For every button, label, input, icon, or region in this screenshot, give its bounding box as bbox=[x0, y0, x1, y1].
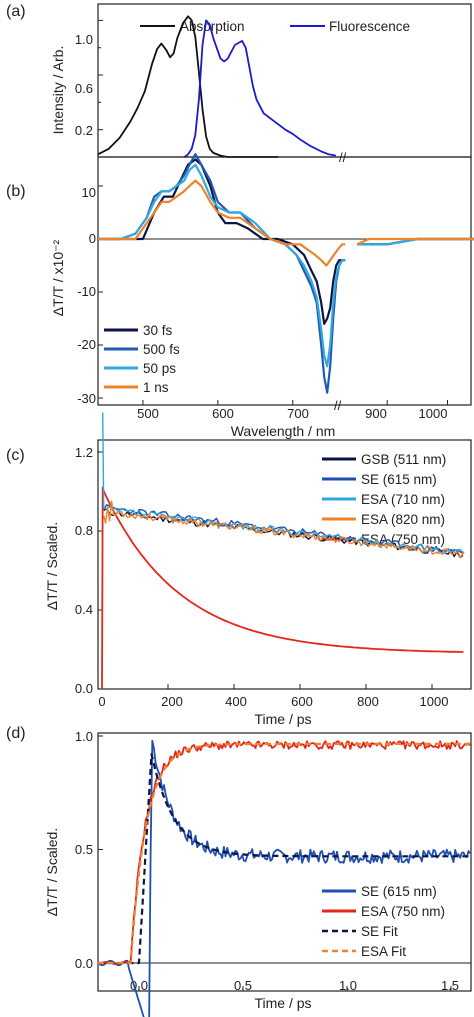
ytick-c-1: 1.2 bbox=[75, 445, 93, 460]
ytick-d-3: 0.0 bbox=[75, 956, 93, 971]
axes-frame-c bbox=[97, 439, 472, 690]
xtick-b-1000: 1000 bbox=[419, 406, 448, 421]
legend-label-esa820: ESA (820 nm) bbox=[361, 512, 445, 527]
legend-label-500fs: 500 fs bbox=[143, 342, 180, 357]
panel-b: (b) ΔT/T / x10⁻² 10 0 -10 -20 -30 500 60… bbox=[6, 153, 474, 439]
legend-label-se-fit: SE Fit bbox=[361, 924, 398, 939]
ytick-c-2: 0.8 bbox=[75, 523, 93, 538]
xtick-d-10: 1.0 bbox=[339, 978, 357, 993]
ytick-b-3: -10 bbox=[77, 284, 96, 299]
xtick-c-800: 800 bbox=[357, 694, 379, 709]
xtick-b-600: 600 bbox=[212, 406, 234, 421]
ytick-b-2: 0 bbox=[89, 231, 96, 246]
ytick-c-4: 0.0 bbox=[75, 681, 93, 696]
ytick-d-1: 1.0 bbox=[75, 729, 93, 744]
panel-label-d: (d) bbox=[6, 725, 26, 742]
panel-d: (d) ΔT/T / Scaled. 1.0 0.5 0.0 0.0 0.5 1… bbox=[6, 725, 472, 1017]
ytick-b-4: -20 bbox=[77, 337, 96, 352]
series-line-d-esafit bbox=[97, 742, 470, 965]
panel-c: (c) ΔT/T / Scaled. 1.2 0.8 0.4 0.0 0 200… bbox=[6, 412, 472, 727]
series-line-a-absorption bbox=[97, 15, 279, 158]
series-line-c-esa820 bbox=[103, 500, 465, 559]
legend-label-fluorescence: Fluorescence bbox=[329, 19, 410, 34]
legend-label-esa-fit: ESA Fit bbox=[361, 944, 406, 959]
legend-d: SE (615 nm) ESA (750 nm) SE Fit ESA Fit bbox=[322, 884, 445, 959]
xtick-b-900: 900 bbox=[365, 406, 387, 421]
ylabel-b: ΔT/T / x10⁻² bbox=[50, 239, 66, 316]
legend-label-1ns: 1 ns bbox=[143, 380, 169, 395]
ytick-a-3: 0.2 bbox=[75, 123, 93, 138]
legend-label-gsb: GSB (511 nm) bbox=[361, 452, 446, 467]
ytick-a-1: 1.0 bbox=[75, 32, 93, 47]
legend-b: 30 fs 500 fs 50 ps 1 ns bbox=[104, 323, 180, 395]
axes-frame-b bbox=[97, 156, 472, 406]
ytick-c-3: 0.4 bbox=[75, 602, 93, 617]
legend-label-30fs: 30 fs bbox=[143, 323, 173, 338]
xtick-c-200: 200 bbox=[161, 694, 183, 709]
legend-c: GSB (511 nm) SE (615 nm) ESA (710 nm) ES… bbox=[322, 452, 446, 547]
legend-label-esa710: ESA (710 nm) bbox=[361, 492, 445, 507]
series-line-d-esa bbox=[97, 740, 471, 965]
xtick-c-0: 0 bbox=[98, 694, 105, 709]
ylabel-a: Intensity / Arb. bbox=[50, 46, 66, 135]
axes-frame-d bbox=[97, 732, 472, 992]
xlabel-c: Time / ps bbox=[254, 711, 311, 727]
series-line-a-fluorescence bbox=[183, 19, 336, 158]
legend-label-esa-750: ESA (750 nm) bbox=[361, 904, 445, 919]
legend-label-absorption: Absorption bbox=[180, 19, 245, 34]
xtick-b-500: 500 bbox=[137, 406, 159, 421]
xlabel-b: Wavelength / nm bbox=[231, 423, 336, 439]
ytick-a-2: 0.6 bbox=[75, 81, 93, 96]
legend-label-50ps: 50 ps bbox=[143, 361, 176, 376]
xtick-c-1000: 1000 bbox=[420, 694, 449, 709]
panel-label-a: (a) bbox=[6, 3, 26, 20]
xtick-d-15: 1.5 bbox=[441, 978, 459, 993]
series-line-b-30fs bbox=[98, 158, 346, 325]
panel-a: (a) Intensity / Arb. 1.0 0.6 0.2 Absorpt… bbox=[6, 3, 472, 165]
panel-label-b: (b) bbox=[6, 183, 26, 200]
series-line-c-esa750 bbox=[101, 486, 464, 690]
xtick-c-400: 400 bbox=[225, 694, 247, 709]
series-line-c-esa710 bbox=[102, 412, 464, 555]
series-line-c-se bbox=[103, 504, 464, 555]
legend-label-se-615: SE (615 nm) bbox=[361, 884, 437, 899]
xtick-d-05: 0.5 bbox=[234, 978, 252, 993]
xtick-c-600: 600 bbox=[291, 694, 313, 709]
series-line-d-se bbox=[96, 739, 471, 1017]
xtick-b-700: 700 bbox=[287, 406, 309, 421]
ytick-b-5: -30 bbox=[77, 391, 96, 406]
axis-break-b: // bbox=[334, 398, 342, 413]
ytick-d-2: 0.5 bbox=[75, 842, 93, 857]
series-line-b-1ns bbox=[98, 179, 346, 267]
ylabel-d: ΔT/T / Scaled. bbox=[44, 828, 60, 916]
panel-label-c: (c) bbox=[6, 447, 25, 464]
xlabel-d: Time / ps bbox=[254, 995, 311, 1011]
ytick-b-1: 10 bbox=[82, 185, 96, 200]
series-line-d-sefit bbox=[97, 753, 470, 965]
series-line-b-50ps bbox=[98, 163, 346, 368]
ylabel-c: ΔT/T / Scaled. bbox=[44, 522, 60, 610]
series-line-b-1ns-nir bbox=[356, 237, 474, 246]
legend-a: Absorption Fluorescence bbox=[140, 19, 410, 34]
legend-label-se: SE (615 nm) bbox=[361, 472, 437, 487]
